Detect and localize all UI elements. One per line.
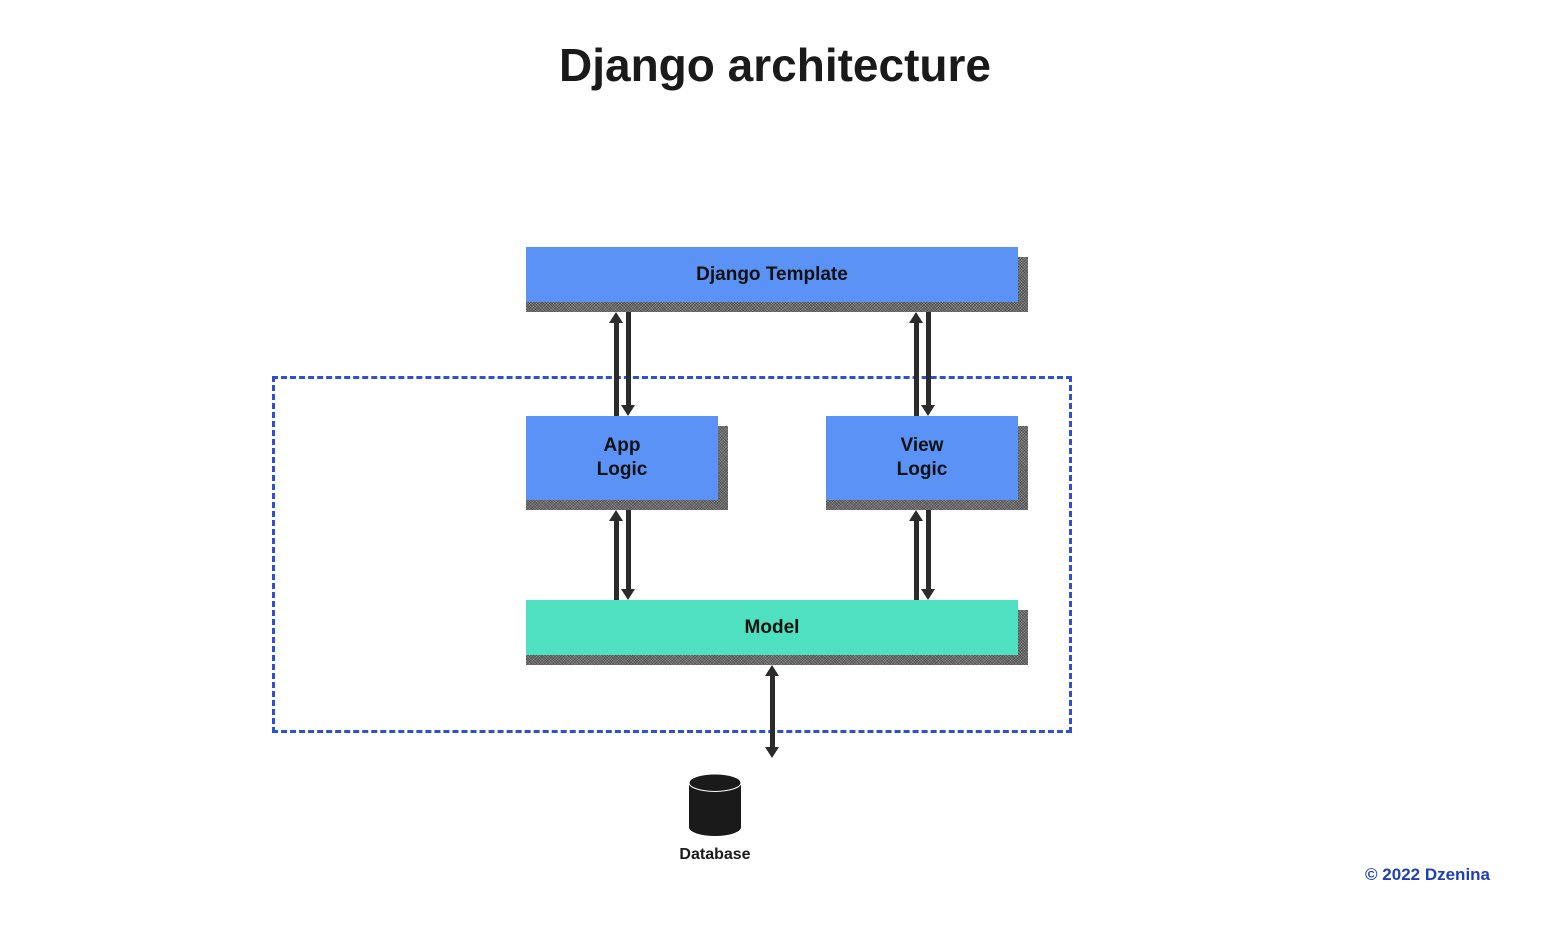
- diagram-canvas: Django architecture Django Template App Lo…: [0, 0, 1550, 925]
- template-box: Django Template: [526, 247, 1018, 302]
- model-box: Model: [526, 600, 1018, 655]
- database-icon: [688, 773, 742, 837]
- database-label: Database: [670, 846, 760, 864]
- diagram-title: Django architecture: [559, 38, 991, 92]
- app_logic-box: App Logic: [526, 416, 718, 500]
- view_logic-box: View Logic: [826, 416, 1018, 500]
- copyright-footer: © 2022 Dzenina: [1365, 865, 1490, 885]
